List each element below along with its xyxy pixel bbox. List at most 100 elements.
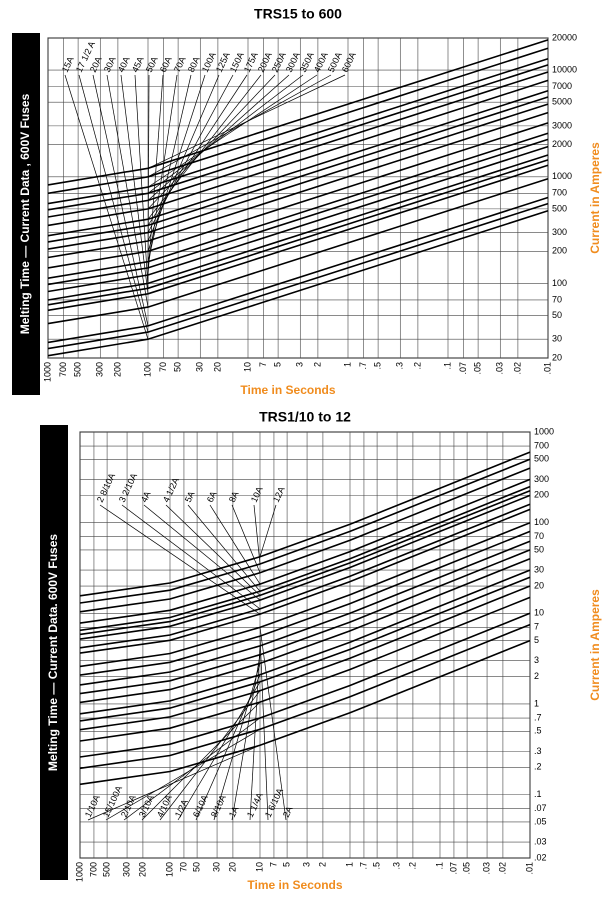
fuse-curve: [79, 623, 531, 770]
leader-line: [92, 74, 149, 326]
y-tick-label: 20000: [552, 32, 577, 42]
fuse-curve: [79, 451, 531, 597]
fuse-curve: [47, 90, 549, 237]
side-label: Melting Time — Current Data , 600V Fuses: [18, 93, 32, 334]
x-tick-label: .1: [434, 862, 444, 870]
x-tick-label: 5: [281, 862, 291, 867]
leader-line: [78, 74, 149, 333]
x-tick-label: 10: [242, 362, 252, 372]
curve-label: 1/2A: [173, 798, 190, 819]
y-axis-label: Current in Amperes: [588, 142, 602, 254]
fuse-curve: [79, 576, 531, 722]
side-bar: [12, 33, 40, 395]
leader-line: [231, 504, 261, 573]
fuse-curve: [47, 64, 549, 211]
leader-line: [123, 717, 261, 821]
leader-line: [120, 74, 149, 294]
y-tick-label: .02: [534, 852, 547, 862]
y-axis-label: Current in Amperes: [588, 589, 602, 701]
fuse-curve: [47, 47, 549, 195]
x-tick-label: .02: [497, 862, 507, 875]
y-tick-label: 300: [552, 227, 567, 237]
x-tick-label: 1: [344, 862, 354, 867]
y-tick-label: .2: [534, 762, 542, 772]
y-tick-label: 7: [534, 622, 539, 632]
leader-line: [213, 663, 261, 821]
chart-title: TRS15 to 600: [254, 6, 342, 22]
x-tick-label: .5: [372, 362, 382, 370]
y-tick-label: 100: [552, 278, 567, 288]
y-tick-label: .7: [534, 712, 542, 722]
x-tick-label: 200: [137, 862, 147, 877]
fuse-curve: [47, 122, 549, 269]
y-tick-label: .07: [534, 803, 547, 813]
curve-label: 8/10A: [209, 793, 228, 819]
leader-line: [147, 74, 304, 194]
curve-label: 3 2/10A: [117, 471, 139, 503]
side-bar: [40, 425, 68, 880]
curve-label: 15A: [60, 55, 76, 74]
y-tick-label: 30: [534, 564, 544, 574]
x-tick-label: 70: [178, 862, 188, 872]
curve-label: 10A: [249, 485, 265, 504]
leader-line: [165, 504, 261, 596]
fuse-curve: [79, 639, 531, 786]
fuse-curve: [79, 557, 531, 704]
x-tick-label: .05: [472, 362, 482, 375]
x-tick-label: .2: [412, 362, 422, 370]
x-tick-label: .03: [481, 862, 491, 875]
fuse-curve: [47, 159, 549, 306]
x-tick-label: 100: [164, 862, 174, 877]
y-tick-label: 3000: [552, 120, 572, 130]
x-tick-label: 7: [258, 362, 268, 367]
x-tick-label: .03: [495, 362, 505, 375]
y-tick-label: 20: [534, 580, 544, 590]
x-tick-label: 30: [195, 362, 205, 372]
curve-label: 80A: [186, 55, 202, 74]
leader-line: [99, 504, 261, 615]
fuse-curve: [47, 103, 549, 250]
fuse-curve: [79, 467, 531, 613]
leader-line: [231, 654, 261, 821]
x-tick-label: .01: [524, 862, 534, 875]
curve-label: 4 1/2A: [161, 476, 181, 504]
y-tick-label: .03: [534, 836, 547, 846]
y-tick-label: 70: [534, 531, 544, 541]
y-tick-label: .5: [534, 726, 542, 736]
curve-label: 1A: [227, 805, 241, 819]
fuse-curve: [79, 508, 531, 654]
x-tick-label: .07: [448, 862, 458, 875]
fuse-curve: [47, 57, 549, 205]
fuse-curve: [79, 612, 531, 758]
x-tick-label: 10: [254, 862, 264, 872]
leader-line: [105, 729, 261, 821]
y-tick-label: 3: [534, 655, 539, 665]
x-tick-label: 30: [211, 862, 221, 872]
x-tick-label: 5: [272, 362, 282, 367]
x-tick-label: 20: [227, 862, 237, 872]
curve-label: 70A: [172, 55, 188, 74]
y-tick-label: 10: [534, 608, 544, 618]
y-tick-label: 300: [534, 474, 549, 484]
leader-line: [147, 74, 150, 284]
fuse-curve: [79, 478, 531, 624]
x-tick-label: .5: [371, 862, 381, 870]
x-tick-label: 3: [295, 362, 305, 367]
x-tick-label: 2: [312, 362, 322, 367]
y-tick-label: 1000: [552, 171, 572, 181]
x-axis-label: Time in Seconds: [240, 383, 335, 397]
curve-label: 8A: [227, 490, 241, 504]
fuse-curve: [79, 530, 531, 676]
curve-label: 30A: [102, 55, 118, 74]
x-tick-label: 3: [301, 862, 311, 867]
x-tick-label: 300: [121, 862, 131, 877]
y-tick-label: 700: [534, 440, 549, 450]
x-tick-label: 500: [101, 862, 111, 877]
y-tick-label: .1: [534, 789, 542, 799]
fuse-curve: [47, 145, 549, 293]
leader-line: [147, 74, 332, 178]
curve-label: 6A: [205, 490, 219, 504]
leader-line: [147, 74, 262, 220]
x-tick-label: 1000: [74, 862, 84, 882]
x-axis-label: Time in Seconds: [247, 878, 342, 892]
